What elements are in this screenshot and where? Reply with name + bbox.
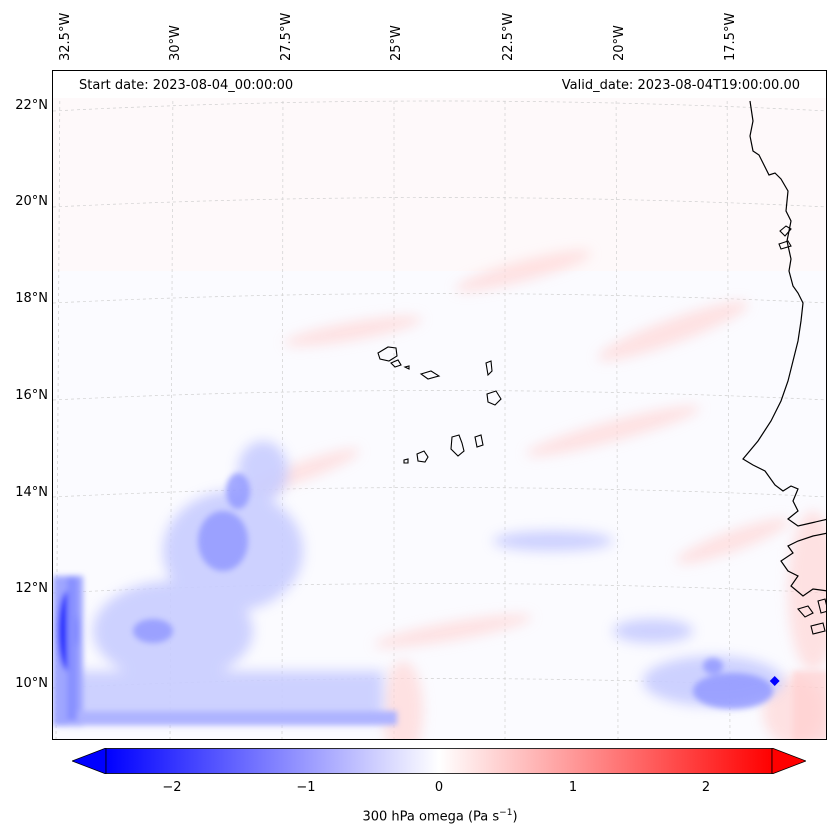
island-santo-antao (377, 346, 398, 362)
colorbar-low-extend (72, 748, 107, 774)
left-edge-band (53, 576, 397, 726)
island-boa-vista (486, 390, 502, 406)
island-santa-luzia (403, 365, 410, 370)
cape-verde-islands (377, 346, 502, 464)
colorbar-tick-1: 1 (568, 780, 578, 795)
lat-label-12n: 12°N (15, 581, 48, 596)
lat-label-18n: 18°N (15, 291, 48, 306)
max-ascent-marker (769, 676, 780, 686)
island-sao-vicente (390, 359, 402, 368)
island-brava (403, 458, 409, 464)
island-maio (474, 434, 484, 448)
field-north-tint (53, 71, 826, 271)
lat-label-20n: 20°N (15, 194, 48, 209)
lon-label-27-5w: 27.5°W (279, 12, 294, 61)
omega-field-map (53, 71, 826, 739)
lon-label-25w: 25°W (389, 25, 404, 61)
lon-label-30w: 30°W (168, 25, 183, 61)
island-santiago (450, 434, 465, 457)
date-info-bar: Start date: 2023-08-04_00:00:00 Valid_da… (53, 71, 826, 98)
stronger-negative-omega (133, 473, 773, 709)
colorbar-tick-0: 0 (434, 780, 444, 795)
colorbar-label-main: 300 hPa omega (Pa s (362, 809, 500, 825)
colorbar (72, 748, 806, 774)
start-date-text: Start date: 2023-08-04_00:00:00 (79, 78, 294, 93)
canary-coast-island (778, 225, 792, 250)
lat-label-10n: 10°N (15, 676, 48, 691)
map-panel: Start date: 2023-08-04_00:00:00 Valid_da… (52, 70, 827, 740)
island-sal (485, 360, 493, 377)
colorbar-high-extend (771, 748, 806, 774)
lon-label-22-5w: 22.5°W (501, 12, 516, 61)
island-sao-nicolau (419, 370, 441, 380)
colorbar-label-exponent: −1 (499, 808, 513, 818)
lat-label-14n: 14°N (15, 485, 48, 500)
lon-label-32-5w: 32.5°W (58, 12, 73, 61)
valid-date-text: Valid_date: 2023-08-04T19:00:00.00 (561, 78, 800, 93)
colorbar-tick-neg1: −1 (296, 780, 316, 795)
lon-label-17-5w: 17.5°W (723, 12, 738, 61)
lat-label-16n: 16°N (15, 388, 48, 403)
africa-coastline (742, 100, 826, 527)
africa-coastline-south (780, 532, 826, 597)
southeast-positive-patch (793, 671, 826, 739)
colorbar-label-close: ) (512, 809, 518, 825)
colorbar-gradient (105, 748, 773, 774)
colorbar-tick-2: 2 (701, 780, 711, 795)
colorbar-tick-neg2: −2 (162, 780, 182, 795)
lat-label-22n: 22°N (15, 98, 48, 113)
colorbar-label: 300 hPa omega (Pa s−1) (0, 808, 837, 824)
island-fogo (416, 450, 429, 463)
lon-label-20w: 20°W (612, 25, 627, 61)
bijagos-islands (797, 598, 826, 635)
